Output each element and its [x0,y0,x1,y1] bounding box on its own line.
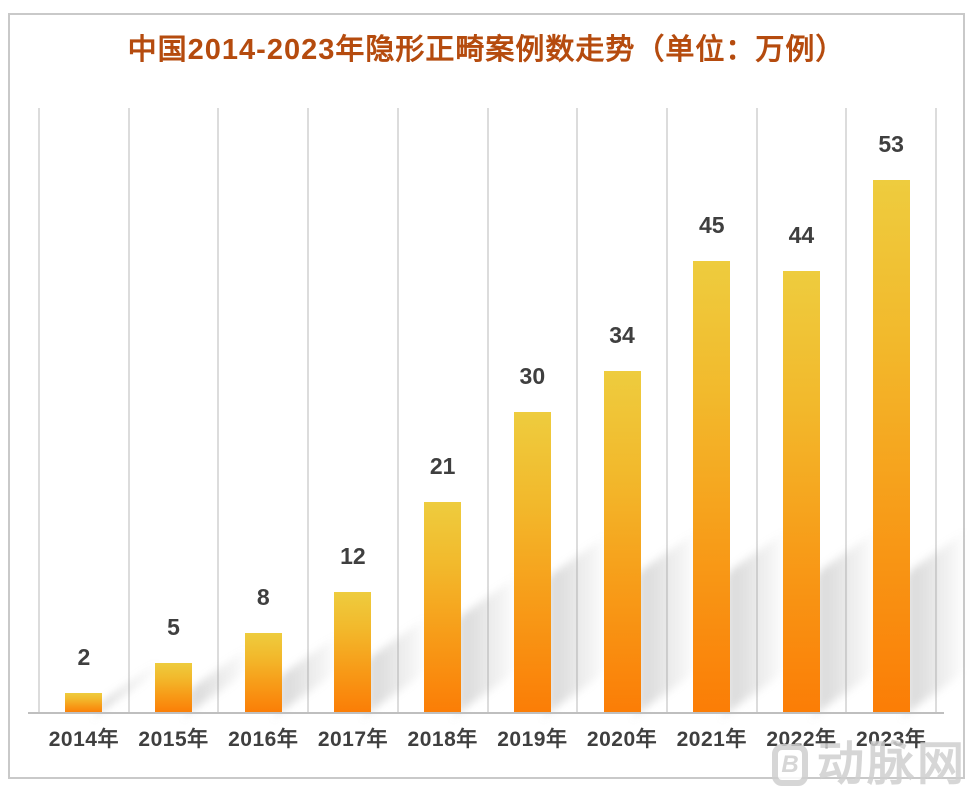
gridline [755,108,758,712]
x-axis-label: 2020年 [586,728,658,751]
x-axis-label: 2014年 [48,728,119,751]
x-axis-label: 2016年 [228,728,299,751]
bar [872,180,910,713]
bar [155,662,193,713]
bar-value-label: 5 [167,613,180,640]
bar-value-label: 8 [256,583,270,610]
bar-value-label: 44 [788,221,815,248]
x-axis-label: 2018年 [407,728,478,751]
bar-value-label: 34 [609,322,635,349]
bar [693,260,731,713]
bar-value-label: 12 [340,543,366,570]
watermark-text: 动脉网 [817,737,967,790]
x-axis-label: 2017年 [317,728,389,751]
x-axis-label: 2023年 [856,728,927,751]
x-axis-label: 2015年 [138,728,209,751]
bar-value-label: 2 [77,643,91,670]
gridline [665,108,668,712]
bar [513,411,551,713]
watermark: B 动脉网 [772,738,967,790]
bar [603,371,641,713]
x-axis-label: 2021年 [676,728,747,751]
gridline [38,108,40,712]
bar [334,592,372,713]
x-axis-label: 2019年 [497,728,568,751]
bar-value-label: 30 [519,362,546,389]
bar [65,692,103,713]
x-axis-line [28,712,944,714]
bar [244,632,282,713]
gridline [127,108,130,712]
bar-value-label: 21 [429,452,456,479]
gridline [845,108,848,712]
bar [782,270,820,713]
gridline [486,108,489,712]
gridline [217,108,220,712]
gridline [935,108,937,712]
gridline [396,108,399,712]
bar [424,501,462,713]
bar-value-label: 53 [878,131,904,158]
bar-value-label: 45 [698,211,725,238]
chart-title: 中国2014-2023年隐形正畸案例数走势（单位：万例） [127,34,846,66]
gridline [307,108,310,712]
watermark-logo-icon: B [772,744,808,786]
gridline [576,108,579,712]
